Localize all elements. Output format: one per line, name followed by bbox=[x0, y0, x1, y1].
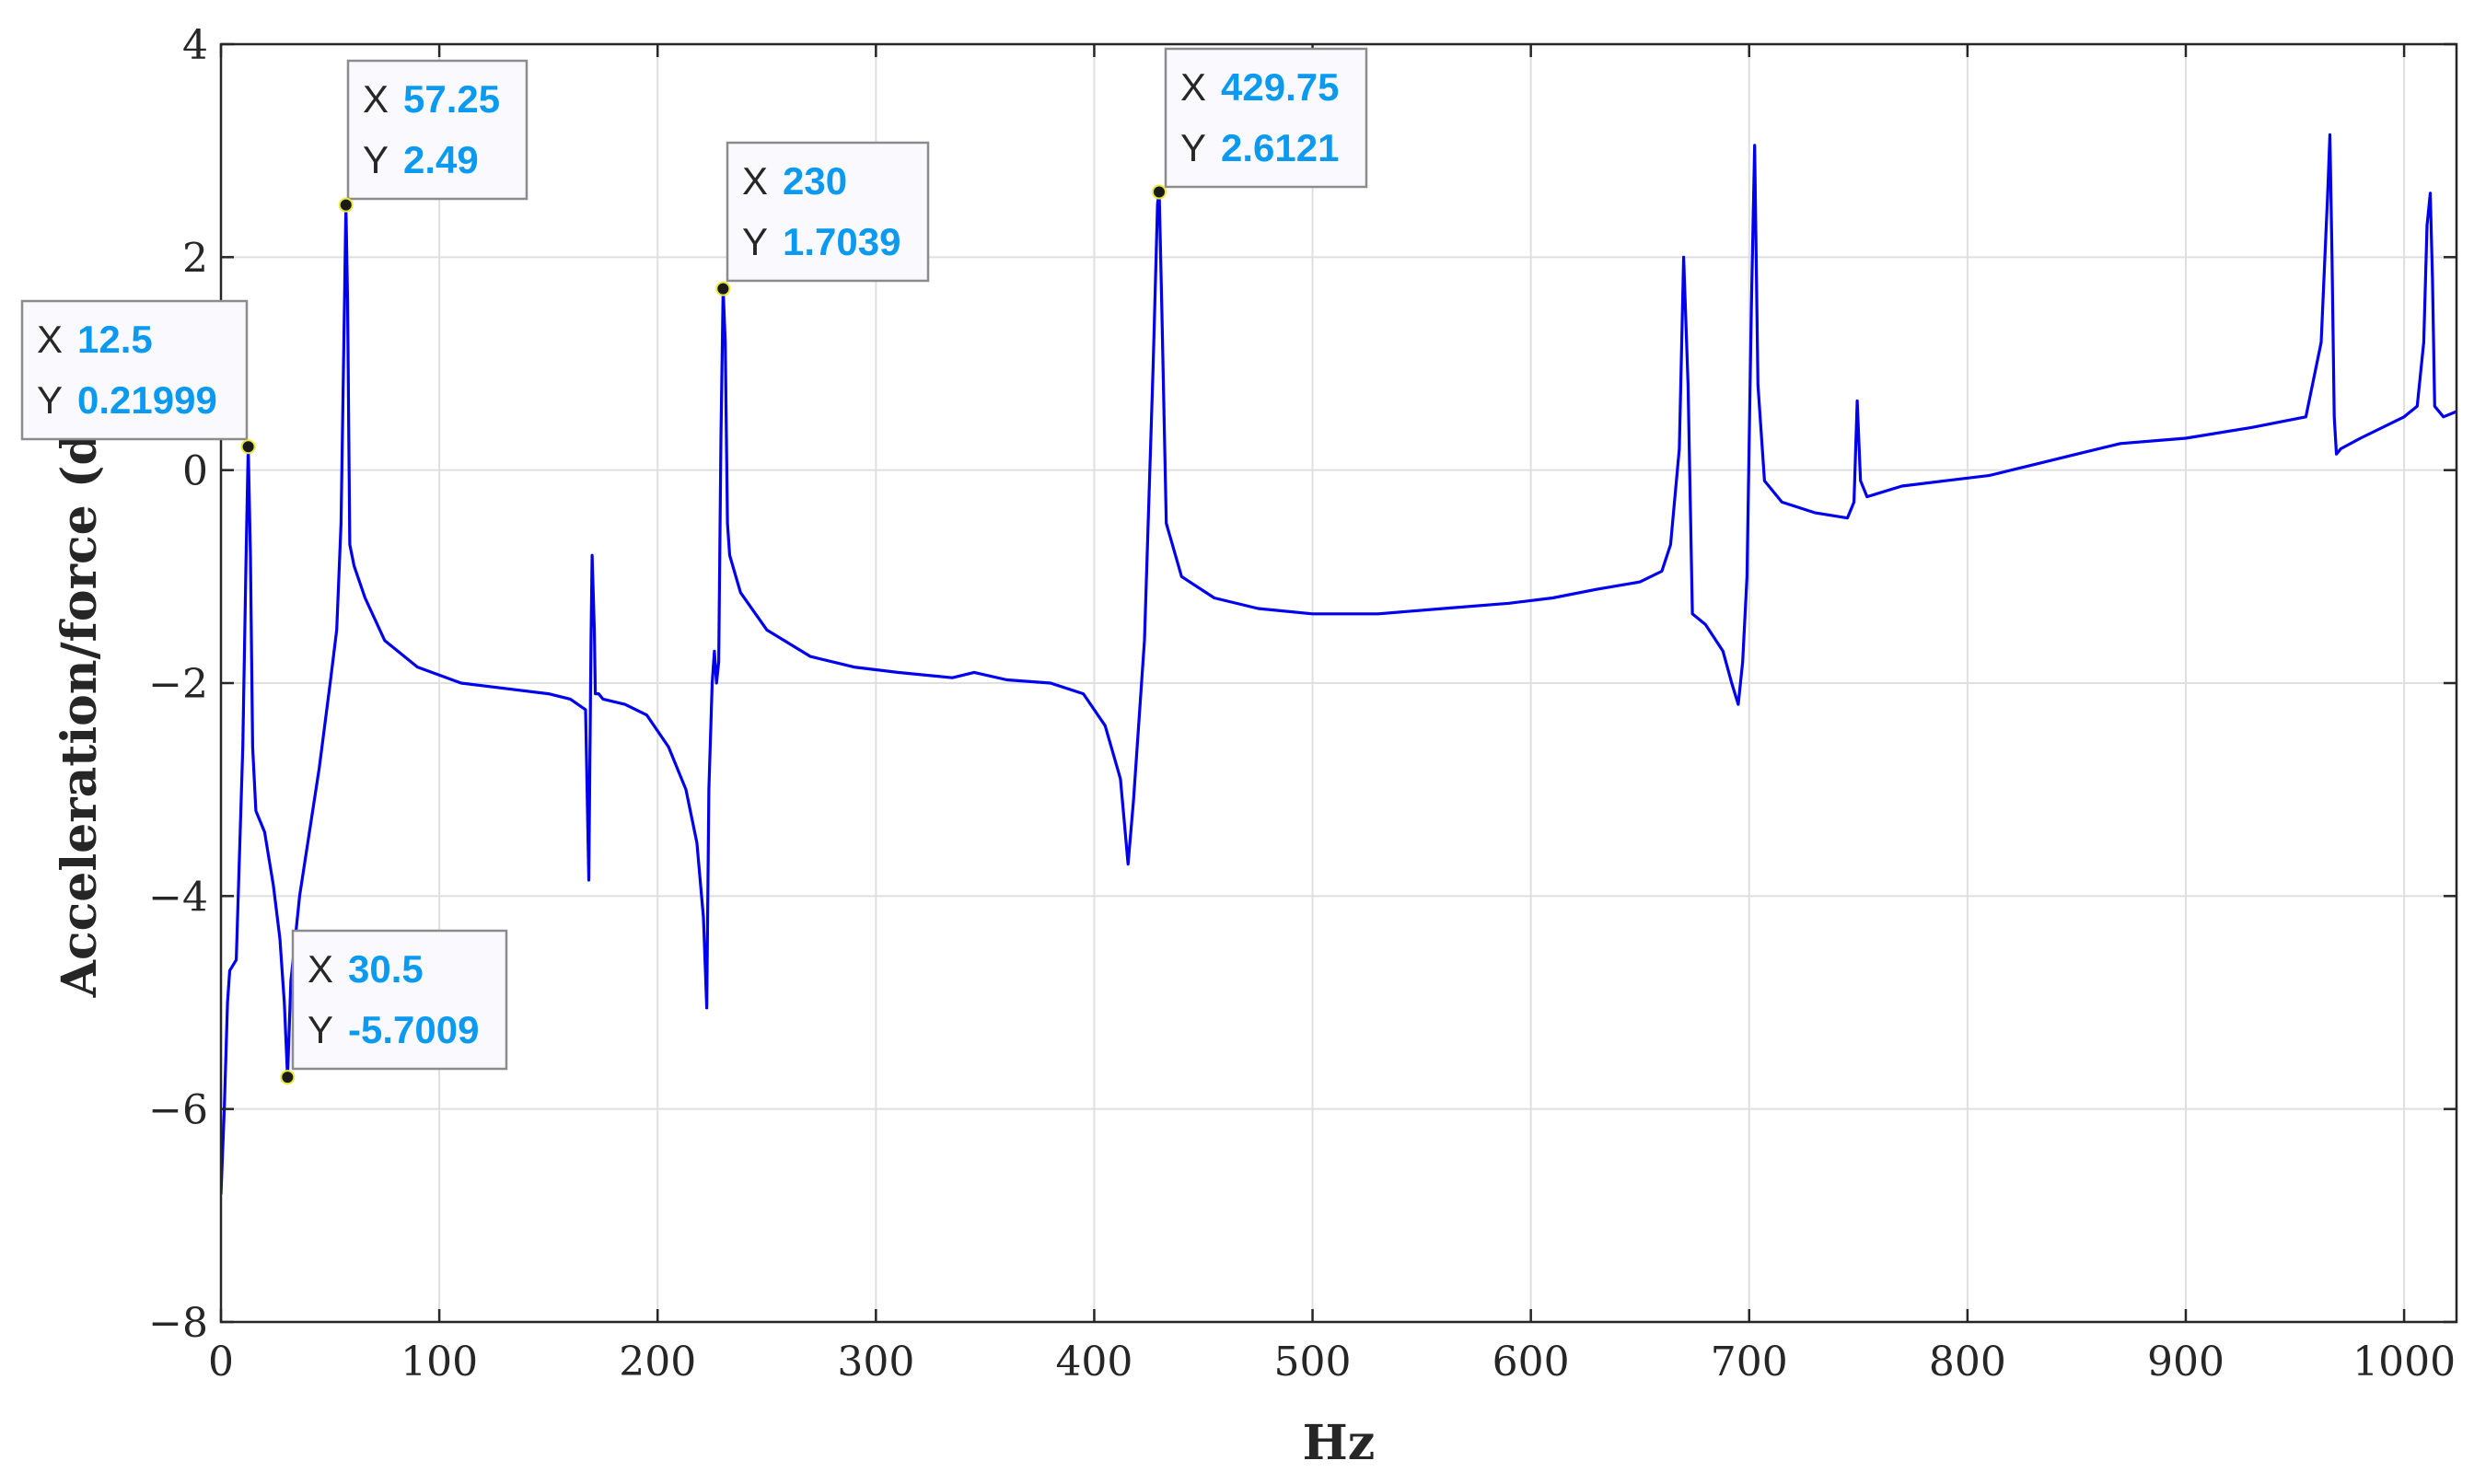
datatip[interactable]: X 230 Y 1.7039 bbox=[716, 143, 928, 296]
datatip-y-key: Y bbox=[742, 220, 768, 263]
x-tick-label: 200 bbox=[619, 1339, 696, 1385]
datatip-y-key: Y bbox=[1180, 126, 1206, 169]
datatip-marker[interactable] bbox=[1153, 186, 1166, 199]
datatip-marker[interactable] bbox=[242, 440, 255, 453]
x-tick-label: 600 bbox=[1493, 1339, 1570, 1385]
datatip-y-value: -5.7009 bbox=[348, 1008, 479, 1051]
x-tick-label: 400 bbox=[1055, 1339, 1132, 1385]
datatip-marker[interactable] bbox=[281, 1071, 294, 1084]
x-tick-label: 500 bbox=[1274, 1339, 1352, 1385]
x-tick-label: 1000 bbox=[2352, 1339, 2456, 1385]
datatip-x-value: 30.5 bbox=[348, 947, 424, 991]
x-tick-label: 100 bbox=[401, 1339, 478, 1385]
x-tick-label: 700 bbox=[1711, 1339, 1788, 1385]
datatip-x-value: 57.25 bbox=[403, 77, 500, 121]
y-tick-label: 4 bbox=[182, 22, 208, 69]
datatip-x-value: 12.5 bbox=[77, 318, 153, 361]
datatip[interactable]: X 429.75 Y 2.6121 bbox=[1153, 49, 1366, 199]
datatip-x-key: X bbox=[742, 159, 768, 203]
y-tick-label: 2 bbox=[182, 235, 208, 282]
y-tick-label: −4 bbox=[148, 874, 208, 921]
y-axis-title: Acceleration/force (dB) bbox=[52, 369, 108, 999]
datatip-y-value: 0.21999 bbox=[77, 378, 217, 422]
y-tick-label: −6 bbox=[148, 1087, 208, 1134]
datatip-marker[interactable] bbox=[340, 199, 353, 212]
x-tick-label: 800 bbox=[1929, 1339, 2006, 1385]
y-tick-label: −8 bbox=[148, 1300, 208, 1347]
datatip-y-value: 2.49 bbox=[403, 138, 479, 181]
datatip-y-key: Y bbox=[37, 378, 63, 422]
datatip[interactable]: X 12.5 Y 0.21999 bbox=[22, 301, 255, 453]
datatip[interactable]: X 30.5 Y -5.7009 bbox=[281, 931, 506, 1084]
x-tick-label: 900 bbox=[2147, 1339, 2224, 1385]
x-tick-label: 0 bbox=[208, 1339, 234, 1385]
y-tick-label: 0 bbox=[182, 448, 208, 495]
datatip-x-key: X bbox=[308, 947, 333, 991]
datatip[interactable]: X 57.25 Y 2.49 bbox=[340, 61, 527, 212]
datatip-y-value: 2.6121 bbox=[1221, 126, 1339, 169]
datatip-y-key: Y bbox=[308, 1008, 333, 1051]
x-tick-label: 300 bbox=[837, 1339, 914, 1385]
datatip-marker[interactable] bbox=[716, 283, 729, 296]
x-axis-title: Hz bbox=[1303, 1415, 1376, 1471]
grid bbox=[221, 44, 2457, 1322]
datatip-y-key: Y bbox=[363, 138, 389, 181]
datatip-x-key: X bbox=[363, 77, 389, 121]
datatip-x-key: X bbox=[37, 318, 63, 361]
datatip-y-value: 1.7039 bbox=[783, 220, 900, 263]
datatip-x-value: 230 bbox=[783, 159, 847, 203]
datatip-x-value: 429.75 bbox=[1221, 65, 1339, 109]
y-tick-label: −2 bbox=[148, 661, 208, 708]
datatip-x-key: X bbox=[1180, 65, 1206, 109]
